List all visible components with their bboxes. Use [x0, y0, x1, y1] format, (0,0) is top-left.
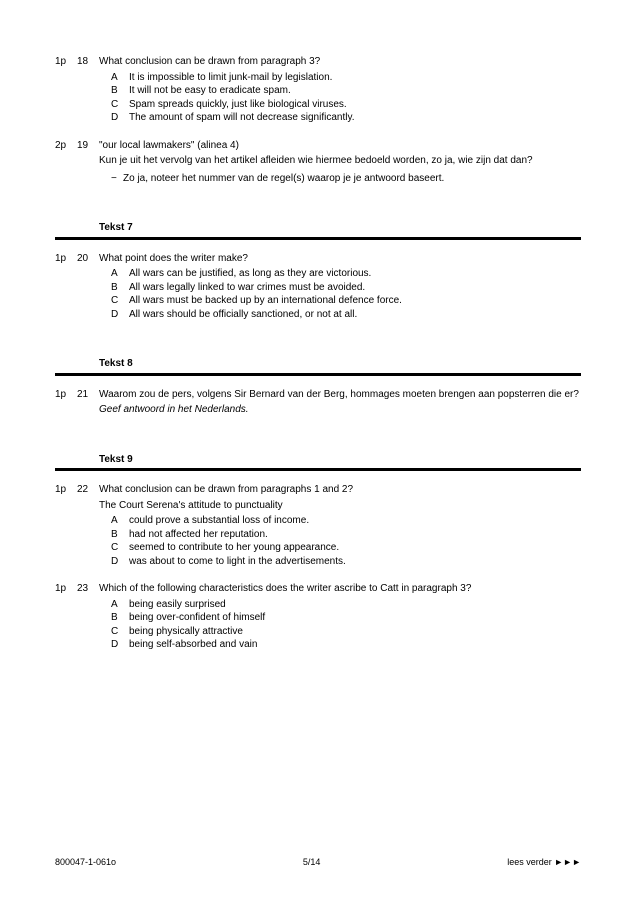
section-label-9: Tekst 9: [99, 453, 581, 467]
option-letter: D: [111, 555, 129, 569]
question-number: 19: [77, 139, 99, 186]
option-text: All wars legally linked to war crimes mu…: [129, 281, 581, 295]
question-number: 21: [77, 388, 99, 417]
question-21: 1p 21 Waarom zou de pers, volgens Sir Be…: [55, 388, 581, 417]
question-body: What point does the writer make? AAll wa…: [99, 252, 581, 322]
option-text: All wars must be backed up by an interna…: [129, 294, 581, 308]
question-23: 1p 23 Which of the following characteris…: [55, 582, 581, 652]
option-letter: C: [111, 541, 129, 555]
option: AAll wars can be justified, as long as t…: [111, 267, 581, 281]
question-body: Waarom zou de pers, volgens Sir Bernard …: [99, 388, 581, 417]
question-text: Waarom zou de pers, volgens Sir Bernard …: [99, 388, 581, 402]
question-body: Which of the following characteristics d…: [99, 582, 581, 652]
bullet-line: −Zo ja, noteer het nummer van de regel(s…: [111, 172, 581, 186]
option: Abeing easily surprised: [111, 598, 581, 612]
section-rule: [55, 237, 581, 240]
question-text: "our local lawmakers" (alinea 4): [99, 139, 581, 153]
question-text: What conclusion can be drawn from paragr…: [99, 483, 581, 497]
option-letter: A: [111, 267, 129, 281]
option-letter: A: [111, 71, 129, 85]
question-18: 1p 18 What conclusion can be drawn from …: [55, 55, 581, 125]
footer-center: 5/14: [303, 856, 321, 868]
question-text: What point does the writer make?: [99, 252, 581, 266]
section-rule: [55, 468, 581, 471]
question-marker: 1p: [55, 252, 77, 322]
option-text: could prove a substantial loss of income…: [129, 514, 581, 528]
page-footer: 800047-1-061o 5/14 lees verder ►►►: [55, 856, 581, 868]
section-rule: [55, 373, 581, 376]
question-number: 20: [77, 252, 99, 322]
option-letter: D: [111, 308, 129, 322]
option-text: It will not be easy to eradicate spam.: [129, 84, 581, 98]
option-text: It is impossible to limit junk-mail by l…: [129, 71, 581, 85]
option-text: being self-absorbed and vain: [129, 638, 581, 652]
question-marker: 1p: [55, 483, 77, 568]
question-number: 18: [77, 55, 99, 125]
bullet-block: −Zo ja, noteer het nummer van de regel(s…: [99, 172, 581, 186]
section-label-8: Tekst 8: [99, 357, 581, 371]
question-number: 23: [77, 582, 99, 652]
footer-left: 800047-1-061o: [55, 856, 116, 868]
question-body: What conclusion can be drawn from paragr…: [99, 55, 581, 125]
question-instruction: Geef antwoord in het Nederlands.: [99, 403, 581, 417]
question-text: Which of the following characteristics d…: [99, 582, 581, 596]
option-letter: B: [111, 84, 129, 98]
option-letter: D: [111, 638, 129, 652]
option-text: was about to come to light in the advert…: [129, 555, 581, 569]
option: DAll wars should be officially sanctione…: [111, 308, 581, 322]
option: AIt is impossible to limit junk-mail by …: [111, 71, 581, 85]
question-19: 2p 19 "our local lawmakers" (alinea 4) K…: [55, 139, 581, 186]
option: BAll wars legally linked to war crimes m…: [111, 281, 581, 295]
question-marker: 1p: [55, 388, 77, 417]
option-letter: D: [111, 111, 129, 125]
option-letter: B: [111, 611, 129, 625]
option-letter: C: [111, 294, 129, 308]
option: Bhad not affected her reputation.: [111, 528, 581, 542]
question-20: 1p 20 What point does the writer make? A…: [55, 252, 581, 322]
dash-icon: −: [111, 172, 123, 186]
question-subtext: Kun je uit het vervolg van het artikel a…: [99, 154, 581, 168]
option-text: seemed to contribute to her young appear…: [129, 541, 581, 555]
option: Dwas about to come to light in the adver…: [111, 555, 581, 569]
question-lead: The Court Serena's attitude to punctuali…: [99, 499, 581, 513]
option: Acould prove a substantial loss of incom…: [111, 514, 581, 528]
question-marker: 1p: [55, 55, 77, 125]
question-body: "our local lawmakers" (alinea 4) Kun je …: [99, 139, 581, 186]
option: BIt will not be easy to eradicate spam.: [111, 84, 581, 98]
option-text: had not affected her reputation.: [129, 528, 581, 542]
option-text: being easily surprised: [129, 598, 581, 612]
question-number: 22: [77, 483, 99, 568]
section-label-7: Tekst 7: [99, 221, 581, 235]
question-body: What conclusion can be drawn from paragr…: [99, 483, 581, 568]
option: Dbeing self-absorbed and vain: [111, 638, 581, 652]
bullet-text: Zo ja, noteer het nummer van de regel(s)…: [123, 172, 444, 186]
option-letter: A: [111, 598, 129, 612]
option-text: The amount of spam will not decrease sig…: [129, 111, 581, 125]
option: CAll wars must be backed up by an intern…: [111, 294, 581, 308]
option: Bbeing over-confident of himself: [111, 611, 581, 625]
option: Cbeing physically attractive: [111, 625, 581, 639]
option-text: All wars should be officially sanctioned…: [129, 308, 581, 322]
option-text: Spam spreads quickly, just like biologic…: [129, 98, 581, 112]
option-letter: A: [111, 514, 129, 528]
option-letter: C: [111, 625, 129, 639]
question-text: What conclusion can be drawn from paragr…: [99, 55, 581, 69]
option-text: being over-confident of himself: [129, 611, 581, 625]
option-letter: B: [111, 528, 129, 542]
option-text: being physically attractive: [129, 625, 581, 639]
question-marker: 2p: [55, 139, 77, 186]
footer-right: lees verder ►►►: [507, 856, 581, 868]
option: CSpam spreads quickly, just like biologi…: [111, 98, 581, 112]
option-letter: B: [111, 281, 129, 295]
question-marker: 1p: [55, 582, 77, 652]
option: DThe amount of spam will not decrease si…: [111, 111, 581, 125]
option-letter: C: [111, 98, 129, 112]
option-text: All wars can be justified, as long as th…: [129, 267, 581, 281]
question-22: 1p 22 What conclusion can be drawn from …: [55, 483, 581, 568]
option: Cseemed to contribute to her young appea…: [111, 541, 581, 555]
